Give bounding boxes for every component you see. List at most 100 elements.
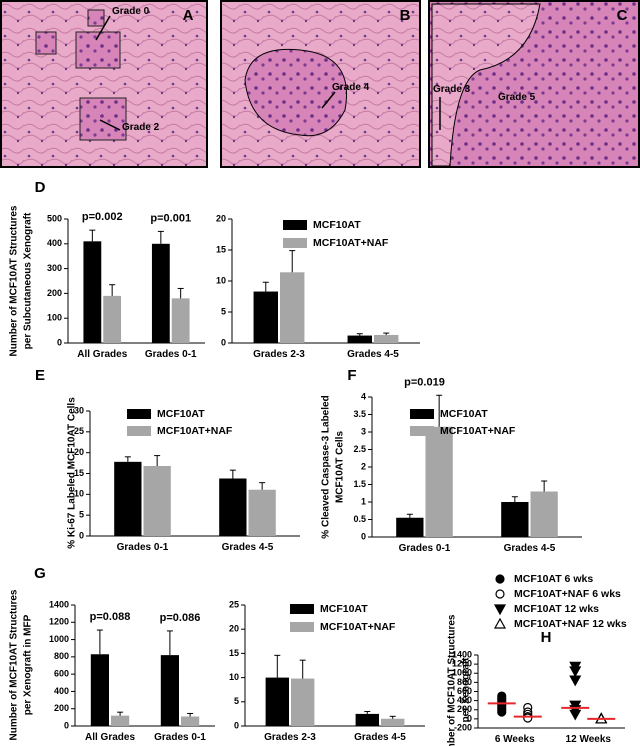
y-tick-label: 10 xyxy=(74,489,84,499)
y-tick-label: 20 xyxy=(229,624,239,634)
image-label: Grade 3 xyxy=(433,84,471,95)
x-tick-label: Grades 0-1 xyxy=(145,349,197,360)
y-tick-label: 500 xyxy=(47,213,62,223)
y-tick-label: 200 xyxy=(457,704,472,714)
y-tick-label: 200 xyxy=(54,703,69,713)
bar xyxy=(265,677,289,726)
y-tick-label: 3 xyxy=(361,426,366,436)
bar xyxy=(396,517,424,537)
legend-swatch xyxy=(410,409,434,419)
y-tick-label: 100 xyxy=(47,313,62,323)
y-tick-label: 15 xyxy=(74,468,84,478)
bar xyxy=(280,272,305,343)
y-tick-label: 300 xyxy=(47,263,62,273)
bar xyxy=(425,426,453,537)
y-tick-label: 1.5 xyxy=(353,479,366,489)
x-tick-label: Grades 2-3 xyxy=(264,732,316,743)
y-tick-label: 1 xyxy=(361,496,366,506)
y-tick-label: 1200 xyxy=(49,617,69,627)
legend-marker xyxy=(495,589,505,599)
y-tick-label: 0 xyxy=(467,713,472,723)
y-tick-label: 5 xyxy=(234,696,239,706)
bar xyxy=(103,295,122,343)
bar xyxy=(160,655,179,726)
y-tick-label: 20 xyxy=(216,213,226,223)
y-tick-label: 0.5 xyxy=(353,514,366,524)
legend-label: MCF10AT xyxy=(320,603,368,615)
image-b xyxy=(220,0,421,168)
y-axis-label: per Subcutaneous Xenograft xyxy=(23,212,34,349)
p-value: p=0.001 xyxy=(150,212,191,224)
legend-label: MCF10AT+NAF xyxy=(320,621,396,633)
legend-label: MCF10AT+NAF xyxy=(157,425,233,437)
legend-marker xyxy=(493,617,507,629)
image-c xyxy=(428,0,640,168)
legend-label: MCF10AT 12 wks xyxy=(514,603,599,615)
bar xyxy=(111,715,130,726)
bar xyxy=(219,478,247,536)
bar xyxy=(253,291,278,343)
x-tick-label: Grades 0-1 xyxy=(154,732,206,743)
y-axis-label: Number of MCF10AT Structures xyxy=(9,589,20,740)
point xyxy=(569,709,582,721)
y-tick-label: 10 xyxy=(229,672,239,682)
bar xyxy=(291,678,315,726)
legend-swatch xyxy=(410,426,434,436)
panel-letter: A xyxy=(183,7,194,24)
legend-label: MCF10AT xyxy=(313,219,361,231)
y-axis-label: MCF10AT Cells xyxy=(335,431,346,503)
bar xyxy=(90,654,109,726)
bar xyxy=(114,461,142,536)
y-tick-label: 800 xyxy=(54,651,69,661)
y-axis-label: per Xenograft xyxy=(461,657,472,723)
bar xyxy=(355,713,379,726)
bar xyxy=(143,466,171,536)
bar xyxy=(151,243,170,343)
x-tick-label: All Grades xyxy=(85,732,135,743)
y-axis-label: Number of MCF10AT Structures xyxy=(9,205,20,356)
x-tick-label: Grades 0-1 xyxy=(399,543,451,554)
panel-letter: H xyxy=(541,629,552,646)
y-tick-label: 15 xyxy=(229,648,239,658)
legend-label: MCF10AT+NAF xyxy=(313,237,389,249)
y-tick-label: 800 xyxy=(457,677,472,687)
panel-letter: B xyxy=(400,7,411,24)
arrow xyxy=(95,15,111,41)
p-value: p=0.002 xyxy=(82,211,123,223)
legend-marker xyxy=(493,604,507,616)
legend-label: MCF10AT xyxy=(157,408,205,420)
y-tick-label: 20 xyxy=(74,447,84,457)
legend-label: MCF10AT+NAF xyxy=(440,425,516,437)
y-tick-label: 25 xyxy=(229,599,239,609)
bar xyxy=(181,716,200,726)
legend-label: MCF10AT xyxy=(440,408,488,420)
y-tick-label: 1400 xyxy=(49,599,69,609)
bar xyxy=(83,241,102,343)
y-tick-label: 0 xyxy=(361,531,366,541)
p-value: p=0.086 xyxy=(160,612,201,624)
panel-letter: D xyxy=(35,179,46,196)
y-tick-label: 4 xyxy=(361,391,366,401)
bar xyxy=(501,502,529,537)
p-value: p=0.019 xyxy=(404,376,445,388)
legend-swatch xyxy=(283,220,307,230)
y-tick-label: 0 xyxy=(64,720,69,730)
point xyxy=(523,713,533,723)
y-tick-label: 0 xyxy=(79,530,84,540)
bar xyxy=(381,718,405,726)
y-axis-label: % Ki-67 Labeled MCF10AT Cells xyxy=(67,397,78,549)
image-label: Grade 5 xyxy=(498,92,536,103)
image-a xyxy=(0,0,208,168)
y-axis-label: Number of MCF10AT Structures xyxy=(447,614,458,746)
x-tick-label: 12 Weeks xyxy=(566,734,612,745)
y-tick-label: 400 xyxy=(47,238,62,248)
legend-label: MCF10AT+NAF 12 wks xyxy=(514,618,627,630)
panel-letter: C xyxy=(617,7,628,24)
x-tick-label: Grades 4-5 xyxy=(222,542,274,553)
y-tick-label: 3.5 xyxy=(353,409,366,419)
bar xyxy=(347,335,372,343)
bar xyxy=(374,334,399,343)
panel-letter: E xyxy=(35,367,45,384)
image-label: Grade 2 xyxy=(122,122,160,133)
image-label: Grade 4 xyxy=(332,82,370,93)
